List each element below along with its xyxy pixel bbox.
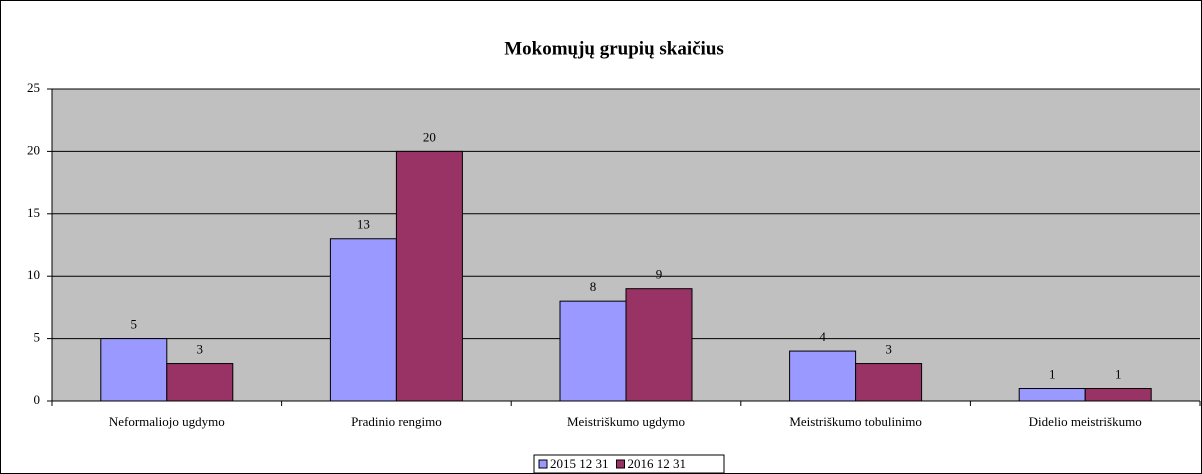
data-label: 13 [357,217,370,232]
x-tick-label: Meistriškumo tobulinimo [789,414,922,429]
legend-swatch [538,459,548,469]
data-label: 1 [1115,367,1122,382]
x-tick-label: Didelio meistriškumo [1029,414,1142,429]
data-label: 1 [1049,367,1056,382]
data-label: 9 [656,267,663,282]
y-tick-label: 0 [34,392,41,407]
y-tick-label: 5 [34,330,41,345]
bar [789,350,857,402]
bar [100,338,168,402]
x-tick-label: Neformaliojo ugdymo [109,414,225,429]
y-tick-label: 20 [27,142,40,157]
data-label: 20 [423,129,436,144]
data-label: 8 [590,279,597,294]
legend-swatch [616,459,625,469]
x-tick-label: Meistriškumo ugdymo [567,414,685,429]
data-label: 3 [885,342,892,357]
legend-label: 2016 12 31 [628,456,687,471]
bar [559,300,627,402]
bar [855,363,923,402]
bar [395,150,463,402]
data-label: 4 [819,329,826,344]
data-label: 3 [197,342,204,357]
y-tick-label: 15 [27,205,40,220]
data-label: 5 [131,317,138,332]
chart-title: Mokomųjų grupių skaičius [504,38,724,59]
legend-box [533,454,725,474]
y-tick-label: 25 [27,80,40,95]
bar [625,288,693,402]
x-tick-label: Pradinio rengimo [351,414,442,429]
bar [1084,388,1152,402]
bar [1018,388,1086,402]
bar [166,363,234,402]
y-tick-label: 10 [27,267,40,282]
bar [329,238,397,402]
legend-label: 2015 12 31 [550,456,609,471]
